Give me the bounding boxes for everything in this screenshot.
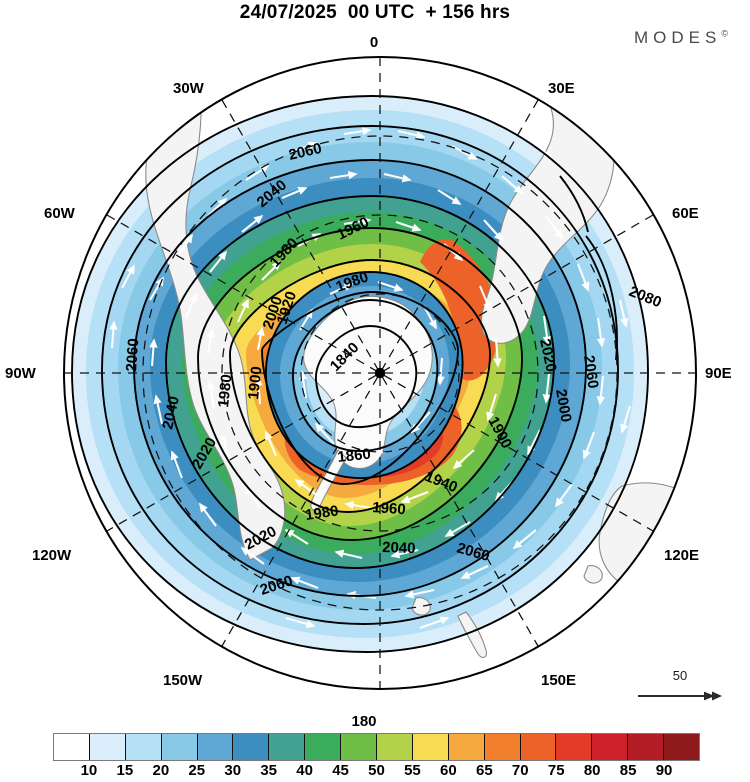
lon-label-0: 0 <box>369 34 379 51</box>
colorbar-swatch-13 <box>520 734 557 760</box>
colorbar-swatch-9 <box>377 734 413 760</box>
graticule <box>64 57 696 689</box>
lon-label-180: 180 <box>351 713 377 730</box>
chart-title: 24/07/2025 00 UTC + 156 hrs <box>239 2 511 23</box>
svg-text:2000: 2000 <box>552 388 575 424</box>
wind-ref-arrow-icon <box>638 691 722 701</box>
svg-text:1960: 1960 <box>372 499 406 518</box>
svg-text:2020: 2020 <box>536 337 560 373</box>
colorbar-swatch-6 <box>269 734 306 760</box>
lon-label-90W: 90W <box>5 365 36 382</box>
colorbar-swatch-1 <box>89 734 126 760</box>
pole-marker <box>374 367 386 379</box>
colorbar-tick-90: 90 <box>655 762 673 779</box>
lon-label-150W: 150W <box>163 672 203 689</box>
colorbar-swatch-7 <box>305 734 342 760</box>
colorbar-swatch-0 <box>54 734 90 760</box>
colorbar-tick-30: 30 <box>224 762 242 779</box>
colorbar-tick-50: 50 <box>368 762 385 779</box>
colorbar-swatch-3 <box>161 734 198 760</box>
colorbar-swatch-2 <box>125 734 162 760</box>
brand-text: MODES <box>634 28 722 47</box>
svg-text:1980: 1980 <box>304 502 339 523</box>
modes-logo: MODES© <box>634 28 728 48</box>
wind-ref-value: 50 <box>672 668 688 683</box>
colorbar-swatch-12 <box>484 734 521 760</box>
svg-text:2060: 2060 <box>580 354 601 389</box>
colorbar-tick-55: 55 <box>404 762 421 779</box>
colorbar-tick-60: 60 <box>440 762 457 779</box>
svg-text:1980: 1980 <box>215 373 235 408</box>
colorbar-tick-80: 80 <box>583 762 601 779</box>
colorbar-tick-group: 10 15 20 25 30 35 40 45 50 55 60 65 70 75 80 85 90 <box>53 762 700 782</box>
colorbar-swatch-17 <box>664 734 700 760</box>
colorbar-tick-10: 10 <box>80 762 98 779</box>
lon-label-120E: 120E <box>664 547 700 564</box>
colorbar-swatch-4 <box>197 734 234 760</box>
colorbar-swatch-10 <box>412 734 449 760</box>
colorbar-tick-35: 35 <box>260 762 277 779</box>
colorbar-tick-15: 15 <box>116 762 134 779</box>
svg-text:1900: 1900 <box>245 365 265 400</box>
colorbar-tick-70: 70 <box>511 762 529 779</box>
colorbar-tick-85: 85 <box>619 762 637 779</box>
lon-label-30E: 30E <box>548 80 575 97</box>
colorbar-swatch-5 <box>233 734 270 760</box>
colorbar-tick-25: 25 <box>188 762 206 779</box>
lon-label-150E: 150E <box>541 672 577 689</box>
colorbar-swatch-11 <box>448 734 485 760</box>
wind-scale-reference: 50 <box>632 668 728 712</box>
colorbar <box>53 733 700 761</box>
lon-label-120W: 120W <box>32 547 72 564</box>
colorbar-tick-75: 75 <box>547 762 565 779</box>
wind-vectors <box>109 126 632 629</box>
colorbar-tick-20: 20 <box>152 762 170 779</box>
lon-label-60W: 60W <box>44 205 75 222</box>
height-contours <box>71 95 649 653</box>
lon-label-30W: 30W <box>173 80 204 97</box>
colorbar-tick-65: 65 <box>475 762 493 779</box>
svg-text:2040: 2040 <box>159 395 183 431</box>
map-boundary <box>63 56 697 690</box>
colorbar-swatch-14 <box>556 734 593 760</box>
svg-text:1860: 1860 <box>337 446 372 466</box>
colorbar-swatch-15 <box>592 734 629 760</box>
colorbar-tick-45: 45 <box>332 762 349 779</box>
colorbar-tick-40: 40 <box>296 762 313 779</box>
colorbar-swatch-16 <box>628 734 665 760</box>
colorbar-swatch-8 <box>341 734 378 760</box>
svg-text:2060: 2060 <box>123 338 142 372</box>
svg-text:2040: 2040 <box>382 539 416 557</box>
lon-label-60E: 60E <box>672 205 699 222</box>
copyright-icon: © <box>721 28 728 39</box>
lon-label-90E: 90E <box>705 365 732 382</box>
